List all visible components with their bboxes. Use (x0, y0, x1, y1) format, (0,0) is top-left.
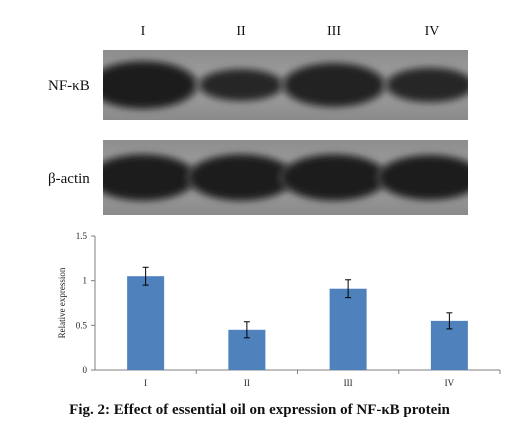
y-tick-label: 0.5 (76, 320, 88, 330)
lane-label-1: I (140, 24, 146, 39)
blot-band-4 (389, 69, 468, 101)
lane-label-2: II (236, 24, 246, 39)
figure-caption: Fig. 2: Effect of essential oil on expre… (69, 402, 450, 418)
blot-band-1 (103, 63, 194, 107)
western-blot-beta-actin (103, 140, 468, 215)
error-bar-III (345, 279, 352, 299)
error-bar-I (142, 266, 149, 286)
blot-band-4 (381, 157, 468, 198)
error-bar-II (243, 321, 250, 339)
blot-band-3 (284, 156, 384, 199)
lane-label-3: III (327, 24, 341, 39)
bar-III (329, 288, 367, 370)
x-tick-label: II (244, 378, 250, 388)
blot-band-3 (286, 65, 382, 105)
x-tick-label: I (144, 378, 147, 388)
y-axis-label: Relative expression (57, 267, 67, 338)
western-blot-nfkb (103, 50, 468, 120)
blot-label-nfkb: NF-κB (48, 78, 90, 94)
blot-band-2 (202, 71, 280, 99)
y-tick-label: 0 (83, 365, 88, 375)
blot-band-1 (103, 156, 193, 199)
x-tick-label: III (344, 378, 353, 388)
bar-I (127, 276, 165, 370)
y-tick-label: 1 (83, 276, 88, 286)
x-tick-label: IV (445, 378, 455, 388)
lane-label-4: IV (424, 24, 440, 39)
bar-chart: 0 0.5 1 1.5 Relative expression I II III IV (0, 222, 519, 402)
blot-label-beta-actin: β-actin (48, 171, 90, 187)
y-tick-label: 1.5 (76, 231, 88, 241)
blot-band-2 (191, 156, 291, 199)
error-bar-IV (446, 312, 453, 330)
